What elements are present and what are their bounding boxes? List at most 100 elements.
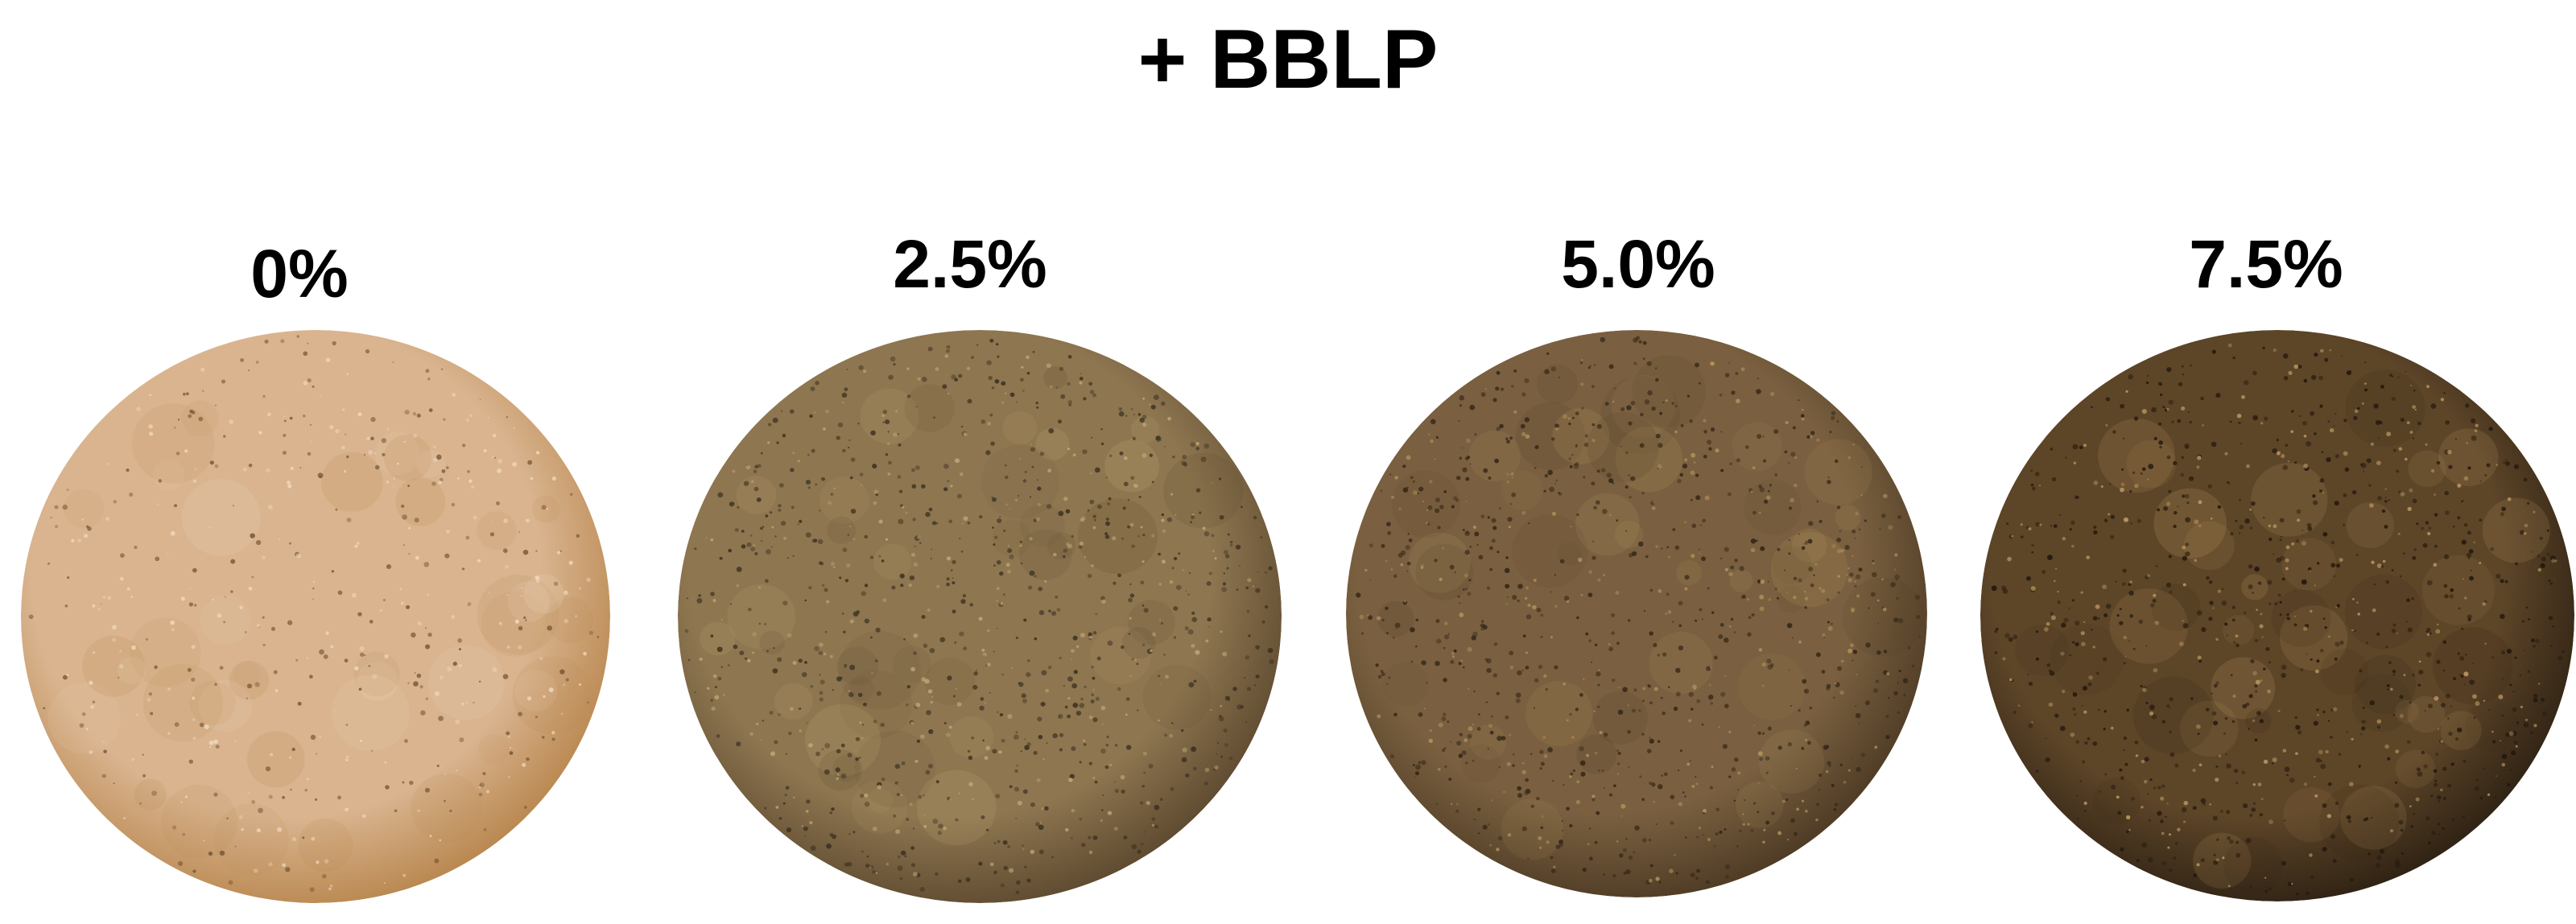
light-speck: [1092, 777, 1096, 780]
dark-speck: [1192, 766, 1197, 771]
dark-speck: [1509, 503, 1513, 505]
dark-speck: [1839, 530, 1841, 532]
dark-speck: [221, 379, 226, 384]
light-speck: [954, 458, 960, 464]
dark-speck: [1899, 670, 1901, 672]
dark-speck: [1885, 735, 1890, 740]
light-speck: [184, 795, 188, 798]
dark-speck: [2200, 798, 2207, 804]
light-speck: [864, 793, 869, 798]
dark-speck: [2211, 349, 2216, 354]
light-speck: [2272, 757, 2277, 762]
dark-speck: [991, 497, 997, 502]
light-speck: [833, 566, 836, 568]
dark-speck: [1164, 445, 1166, 448]
dark-speck: [1118, 406, 1123, 411]
dark-speck: [2120, 776, 2124, 780]
light-speck: [2384, 744, 2389, 749]
surface-blotch: [819, 476, 869, 524]
dark-speck: [1068, 403, 1072, 407]
figure-title: + BBLP: [1137, 13, 1439, 106]
light-speck: [1763, 828, 1766, 831]
dark-speck: [976, 344, 979, 346]
dark-speck: [1131, 544, 1135, 548]
light-speck: [1856, 673, 1858, 675]
dark-speck: [2173, 524, 2177, 529]
light-speck: [2434, 695, 2439, 701]
dark-speck: [2321, 451, 2324, 453]
dark-speck: [1096, 656, 1101, 661]
dark-speck: [801, 671, 807, 678]
dark-speck: [1911, 664, 1915, 668]
dark-speck: [1680, 423, 1684, 427]
dark-speck: [1080, 697, 1084, 701]
dark-speck: [2523, 722, 2529, 728]
light-speck: [379, 608, 383, 613]
dark-speck: [2227, 481, 2231, 485]
dark-speck: [2450, 588, 2454, 592]
dark-speck: [1790, 452, 1796, 457]
light-speck: [949, 485, 953, 488]
light-speck: [192, 696, 196, 700]
dark-speck: [2166, 367, 2172, 373]
dark-speck: [782, 434, 786, 438]
light-speck: [507, 735, 510, 738]
light-speck: [1026, 355, 1030, 359]
dark-speck: [2215, 765, 2219, 769]
dark-speck: [1547, 747, 1553, 753]
light-speck: [525, 518, 530, 523]
light-speck: [1543, 674, 1547, 678]
dark-speck: [1756, 539, 1758, 542]
dark-speck: [1467, 592, 1472, 596]
dark-speck: [2092, 741, 2098, 746]
dark-speck: [1505, 715, 1509, 720]
dark-speck: [1707, 694, 1714, 700]
dark-speck: [848, 692, 854, 698]
dark-speck: [684, 629, 689, 633]
light-speck: [1704, 495, 1710, 501]
dark-speck: [428, 408, 433, 412]
dark-speck: [2103, 657, 2107, 662]
dark-speck: [918, 794, 923, 799]
light-speck: [1831, 544, 1836, 549]
dark-speck: [1897, 682, 1899, 684]
dark-speck: [1257, 571, 1259, 573]
dark-speck: [1827, 621, 1830, 624]
dark-speck: [2474, 786, 2479, 791]
dark-speck: [1774, 588, 1777, 591]
dark-speck: [2173, 460, 2178, 465]
light-speck: [2287, 460, 2289, 463]
light-speck: [1428, 433, 1430, 435]
dark-speck: [1591, 423, 1596, 427]
dark-speck: [1839, 763, 1843, 767]
light-speck: [269, 753, 274, 757]
dark-speck: [142, 753, 144, 756]
dark-speck: [1647, 749, 1652, 753]
dark-speck: [1636, 336, 1641, 340]
dark-speck: [1426, 682, 1428, 684]
light-speck: [2371, 560, 2375, 564]
light-speck: [1084, 556, 1087, 559]
dark-speck: [2377, 437, 2380, 439]
dark-speck: [2224, 622, 2228, 626]
light-speck: [1112, 536, 1117, 541]
dark-speck: [935, 522, 939, 525]
dark-speck: [2076, 794, 2079, 797]
dark-speck: [1505, 437, 1509, 440]
surface-blotch: [2432, 627, 2513, 705]
light-speck: [2440, 788, 2443, 792]
dark-speck: [1487, 516, 1491, 519]
dark-speck: [1024, 745, 1030, 750]
dark-speck: [214, 464, 219, 468]
dark-speck: [2281, 577, 2285, 581]
light-speck: [752, 651, 755, 654]
dark-speck: [1879, 528, 1881, 530]
dark-speck: [2243, 803, 2248, 809]
dark-speck: [1020, 750, 1022, 753]
light-speck: [1022, 848, 1025, 851]
light-speck: [451, 615, 455, 619]
dark-speck: [781, 410, 783, 412]
light-speck: [287, 481, 291, 485]
dark-speck: [188, 414, 192, 419]
light-speck: [2533, 510, 2536, 514]
